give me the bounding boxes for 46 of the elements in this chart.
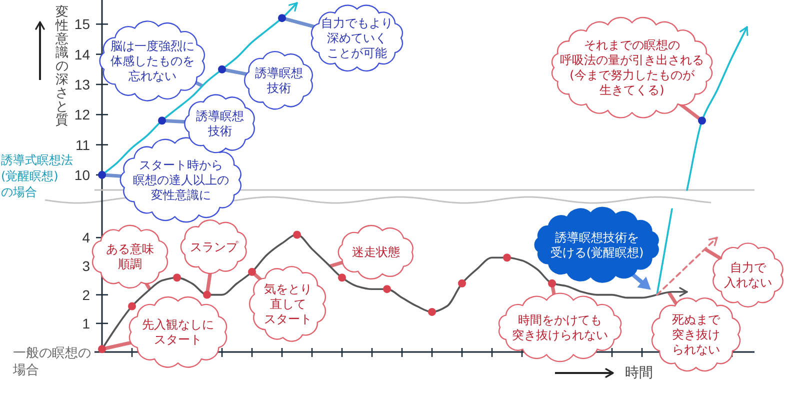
annotation: 時間をかけても突き抜けられない bbox=[512, 312, 608, 342]
point bbox=[173, 274, 181, 282]
point bbox=[158, 116, 166, 125]
annotation: ある意味順調 bbox=[106, 242, 154, 272]
annotation: 誘導瞑想技術を受ける(覚醒瞑想) bbox=[550, 230, 644, 260]
y-tick-label: 14 bbox=[74, 46, 90, 62]
point bbox=[338, 274, 346, 282]
y-tick-label: 10 bbox=[74, 166, 90, 183]
y-tick-label: 3 bbox=[82, 258, 90, 274]
annotation: 迷走状態 bbox=[352, 245, 400, 260]
y-tick-label: 2 bbox=[82, 286, 90, 303]
y-tick-label: 13 bbox=[74, 76, 90, 92]
annotation: 気をとり直してスタート bbox=[264, 282, 312, 326]
y-tick-label: 4 bbox=[82, 230, 90, 246]
point bbox=[203, 290, 211, 299]
annotation: 脳は一度強烈に体感したものを忘れない bbox=[110, 39, 194, 83]
point bbox=[383, 285, 391, 294]
annotation: 先入観なしにスタート bbox=[142, 318, 214, 347]
point bbox=[503, 254, 511, 262]
annotation: 自力でもより深めていくことが可能 bbox=[321, 16, 393, 60]
y-tick-label: 11 bbox=[75, 136, 90, 153]
annotation: 死ぬまで突き抜けられない bbox=[672, 312, 721, 356]
point bbox=[128, 302, 136, 310]
point bbox=[98, 170, 106, 179]
annotation: 誘導瞑想技術 bbox=[255, 66, 303, 95]
annotation: 誘導瞑想技術 bbox=[196, 109, 244, 138]
annotation: スランプ bbox=[190, 240, 239, 254]
point bbox=[293, 230, 301, 239]
point bbox=[98, 345, 106, 354]
y-tick-label: 12 bbox=[74, 106, 90, 123]
point bbox=[428, 308, 436, 316]
y-tick-label: 1 bbox=[82, 315, 90, 332]
point bbox=[218, 65, 226, 74]
annotation: スタート時から瞑想の達人以上の変性意識に bbox=[133, 158, 229, 202]
annotation: それまでの瞑想の呼吸法の量が引き出される(今まで努力したものが生きてくる) bbox=[560, 38, 704, 98]
point bbox=[278, 14, 286, 22]
point bbox=[698, 116, 706, 125]
point bbox=[248, 268, 256, 276]
text: 一般の瞑想の場合 bbox=[12, 346, 91, 378]
annotation: 自力で入れない bbox=[724, 260, 772, 290]
x-axis-title: 時間 bbox=[625, 365, 653, 381]
y-tick-label: 15 bbox=[74, 16, 90, 32]
point bbox=[458, 279, 466, 288]
point bbox=[548, 279, 556, 288]
text: 変性意識の深さと質 bbox=[56, 4, 68, 128]
text: 誘導式瞑想法(覚醒瞑想)の場合 bbox=[1, 153, 73, 199]
